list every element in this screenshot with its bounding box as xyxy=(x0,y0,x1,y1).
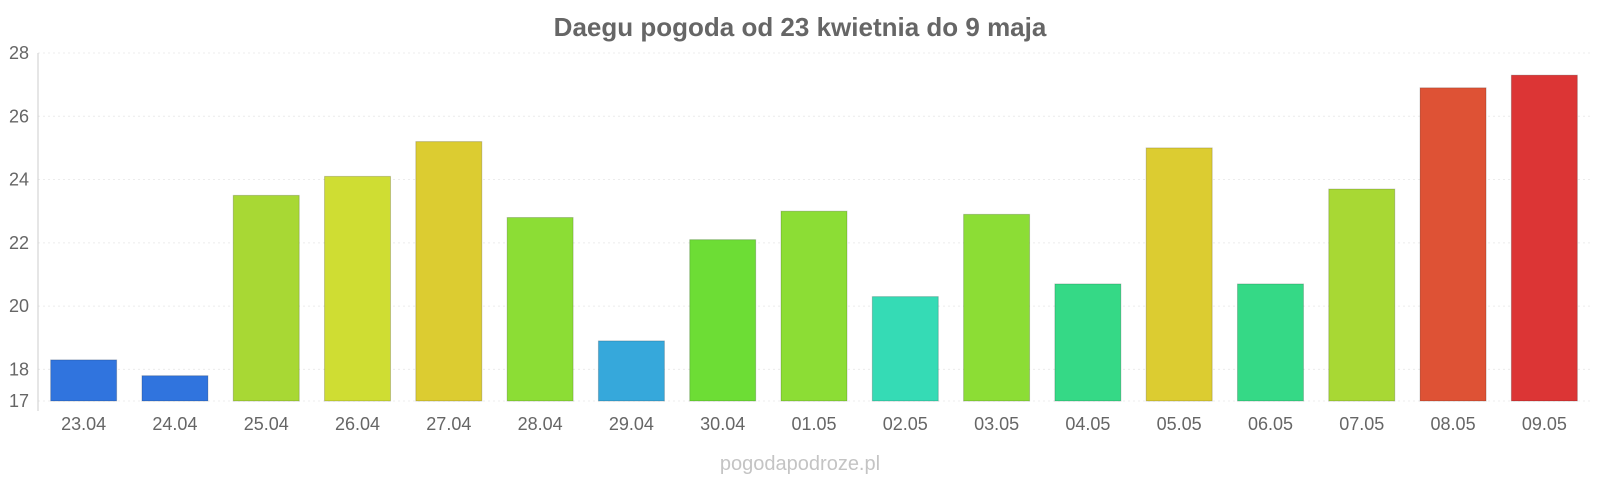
x-tick-label: 07.05 xyxy=(1339,414,1384,434)
x-tick-label: 25.04 xyxy=(244,414,289,434)
y-axis-ticks: 17 18 20 22 24 26 28 xyxy=(9,43,29,411)
bar-05.05 xyxy=(1145,147,1213,402)
bar-30.04 xyxy=(689,239,757,402)
y-tick-label: 17 xyxy=(9,391,29,411)
bars xyxy=(50,74,1578,402)
y-tick-label: 18 xyxy=(9,359,29,379)
y-tick-label: 28 xyxy=(9,43,29,63)
x-tick-label: 02.05 xyxy=(883,414,928,434)
x-axis-ticks: 23.04 24.04 25.04 26.04 27.04 28.04 29.04 30.04… xyxy=(61,414,1567,434)
bar-23.04 xyxy=(50,359,118,402)
x-tick-label: 26.04 xyxy=(335,414,380,434)
bar-07.05 xyxy=(1328,188,1396,402)
bar-28.04 xyxy=(506,217,574,402)
x-tick-label: 28.04 xyxy=(518,414,563,434)
x-tick-label: 08.05 xyxy=(1431,414,1476,434)
x-tick-label: 23.04 xyxy=(61,414,106,434)
bar-02.05 xyxy=(871,296,939,402)
bar-26.04 xyxy=(324,175,392,402)
bar-09.05 xyxy=(1510,74,1578,402)
x-tick-label: 06.05 xyxy=(1248,414,1293,434)
x-tick-label: 01.05 xyxy=(791,414,836,434)
y-tick-label: 20 xyxy=(9,296,29,316)
x-tick-label: 09.05 xyxy=(1522,414,1567,434)
x-tick-label: 29.04 xyxy=(609,414,654,434)
bar-27.04 xyxy=(415,141,483,402)
y-tick-label: 26 xyxy=(9,106,29,126)
x-tick-label: 05.05 xyxy=(1157,414,1202,434)
bar-03.05 xyxy=(963,213,1031,402)
bar-04.05 xyxy=(1054,283,1122,402)
bar-24.04 xyxy=(141,375,209,402)
bar-25.04 xyxy=(232,194,300,402)
x-tick-label: 27.04 xyxy=(426,414,471,434)
bar-29.04 xyxy=(597,340,665,402)
x-tick-label: 30.04 xyxy=(700,414,745,434)
y-tick-label: 22 xyxy=(9,233,29,253)
bar-08.05 xyxy=(1419,87,1487,402)
chart-title: Daegu pogoda od 23 kwietnia do 9 maja xyxy=(554,12,1047,42)
bar-01.05 xyxy=(780,210,848,402)
bar-06.05 xyxy=(1236,283,1304,402)
watermark: pogodapodroze.pl xyxy=(720,453,880,475)
x-tick-label: 04.05 xyxy=(1065,414,1110,434)
x-tick-label: 03.05 xyxy=(974,414,1019,434)
x-tick-label: 24.04 xyxy=(152,414,197,434)
y-tick-label: 24 xyxy=(9,170,29,190)
